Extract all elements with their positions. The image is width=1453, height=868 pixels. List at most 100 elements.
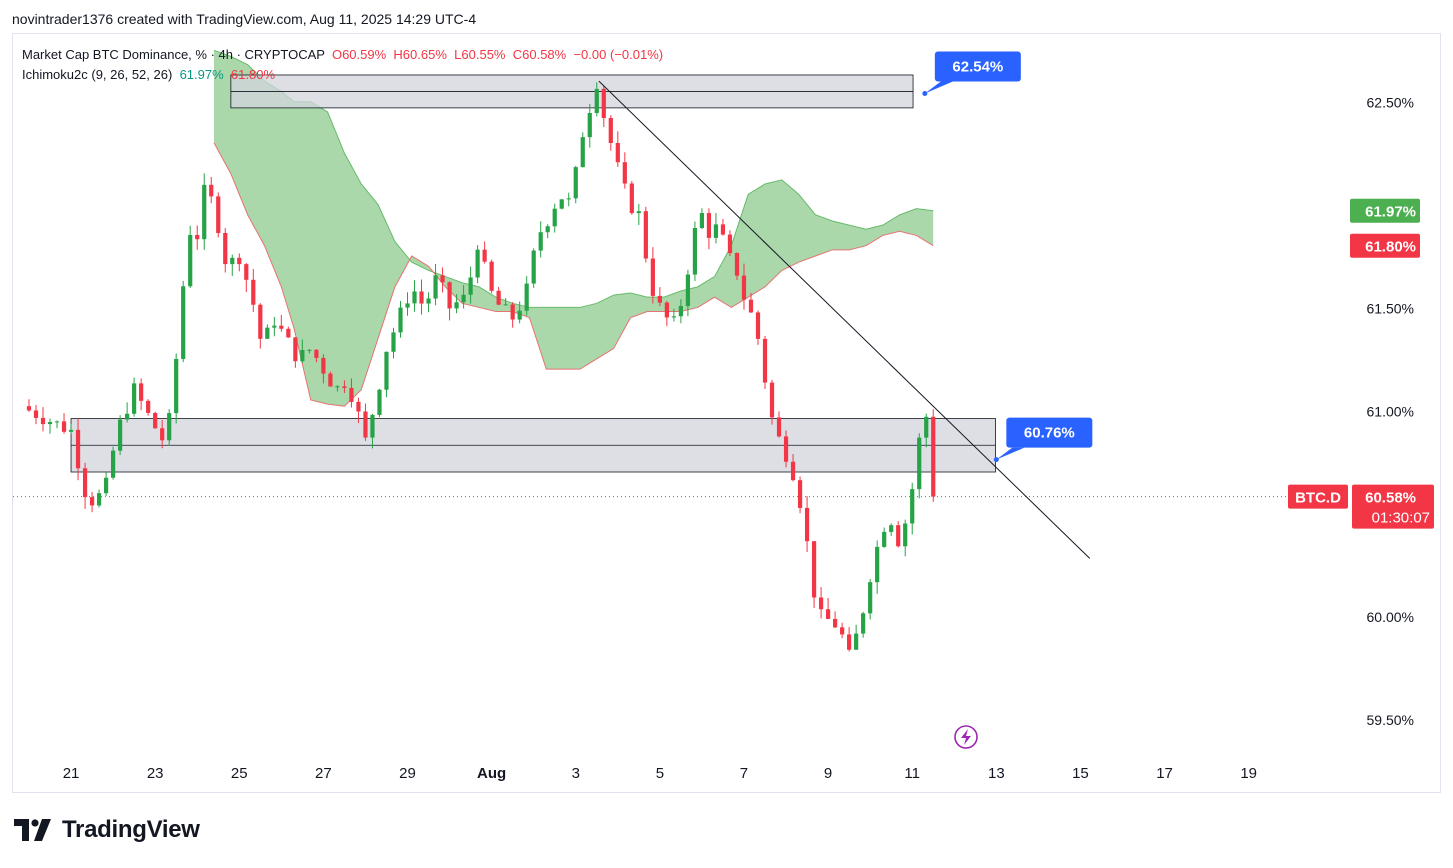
candle-body — [370, 414, 375, 438]
trendline — [598, 80, 1091, 559]
candle-body — [258, 304, 263, 339]
candle-body — [889, 525, 894, 532]
candle-body — [804, 507, 810, 542]
candle-body — [840, 627, 845, 635]
candle-body — [293, 337, 298, 362]
candle-body — [559, 199, 564, 209]
candle-body — [720, 224, 726, 235]
candle-body — [650, 258, 655, 296]
candle-body — [762, 338, 768, 383]
symbol-legend-row[interactable]: Market Cap BTC Dominance, % · 4h · CRYPT… — [22, 45, 663, 65]
candle-body — [237, 257, 242, 265]
close-value: C60.58% — [512, 47, 567, 62]
candle-body — [496, 290, 501, 305]
candle-body — [363, 411, 368, 438]
price-callout-pointer — [924, 81, 953, 94]
candle-body — [594, 88, 599, 113]
candle-body — [475, 249, 480, 278]
candle-body — [699, 213, 705, 228]
ichimoku-span-b-tag-text: 61.80% — [1365, 239, 1416, 256]
ichimoku-cloud — [214, 50, 934, 407]
tradingview-logo-icon — [14, 819, 51, 841]
candle-body — [924, 416, 929, 438]
candle-body — [328, 373, 333, 387]
indicator-name[interactable]: Ichimoku2c (9, 26, 52, 26) — [22, 67, 173, 82]
candle-body — [286, 328, 291, 338]
candle-body — [706, 213, 712, 238]
candle-body — [272, 325, 277, 328]
candle-body — [230, 257, 235, 265]
y-tick-label: 61.50% — [1367, 300, 1414, 316]
candle-body — [734, 253, 740, 276]
last-price-tag: 60.58% 01:30:07 — [1352, 484, 1434, 529]
candle-body — [279, 325, 284, 329]
candle-body — [818, 597, 824, 610]
candle-body — [629, 183, 634, 214]
candle-body — [26, 406, 32, 411]
candle-body — [657, 295, 662, 303]
indicator-legend-row[interactable]: Ichimoku2c (9, 26, 52, 26) 61.97% 61.80% — [22, 65, 663, 85]
candle-body — [405, 303, 410, 308]
candle-body — [482, 249, 487, 262]
indicator-value-2: 61.80% — [230, 67, 275, 82]
symbol-name[interactable]: Market Cap BTC Dominance, % · 4h · CRYPT… — [22, 47, 325, 62]
tradingview-logo[interactable]: TradingView — [14, 816, 200, 844]
candle-body — [615, 142, 620, 163]
candle-body — [727, 234, 733, 254]
candle-body — [419, 291, 424, 304]
ichimoku-span-a — [213, 49, 934, 308]
candle-body — [314, 349, 319, 358]
candles — [26, 82, 936, 652]
price-callout-label: 62.54% — [952, 58, 1003, 75]
high-value: H60.65% — [393, 47, 447, 62]
candle-body — [265, 327, 270, 339]
ticker-tag: BTC.D — [1288, 484, 1348, 509]
candle-body — [783, 436, 789, 462]
candle-body — [433, 275, 438, 299]
event-icon-bolt — [961, 729, 971, 745]
candle-body — [882, 531, 887, 547]
y-tick-label: 59.50% — [1367, 712, 1414, 728]
indicator-value-1: 61.97% — [179, 67, 224, 82]
candle-body — [167, 413, 172, 441]
candle-body — [776, 417, 782, 437]
candle-body — [833, 618, 838, 628]
price-callout-box — [934, 51, 1021, 82]
candle-body — [139, 383, 144, 401]
candle-body — [692, 227, 698, 275]
candle-body — [398, 307, 403, 333]
candle-body — [524, 283, 529, 311]
candle-body — [82, 468, 88, 498]
candle-body — [573, 167, 578, 199]
candle-body — [861, 613, 866, 634]
candle-body — [489, 261, 494, 291]
candle-body — [61, 421, 67, 432]
candle-body — [538, 232, 543, 251]
price-callout-pointer — [996, 447, 1025, 460]
event-lightning-icon[interactable] — [954, 725, 978, 749]
candle-body — [797, 480, 803, 508]
x-tick-label: 29 — [399, 765, 416, 782]
candle-body — [54, 421, 60, 423]
candle-body — [896, 525, 901, 547]
candle-body — [622, 162, 627, 184]
candle-body — [447, 282, 452, 309]
candle-body — [342, 386, 347, 388]
candle-body — [244, 264, 249, 280]
candle-body — [917, 437, 922, 490]
x-tick-label: 5 — [656, 765, 664, 782]
y-tick-label: 61.00% — [1367, 403, 1414, 419]
candle-body — [349, 387, 354, 402]
candle-body — [685, 274, 691, 307]
x-tick-label: 19 — [1240, 765, 1257, 782]
candle-body — [202, 184, 207, 240]
candle-body — [854, 633, 859, 650]
candle-body — [931, 416, 936, 497]
candle-body — [552, 208, 557, 227]
candle-body — [868, 582, 873, 614]
candle-body — [96, 493, 102, 506]
candle-body — [566, 198, 571, 200]
candle-body — [748, 299, 754, 313]
candle-body — [223, 232, 228, 265]
